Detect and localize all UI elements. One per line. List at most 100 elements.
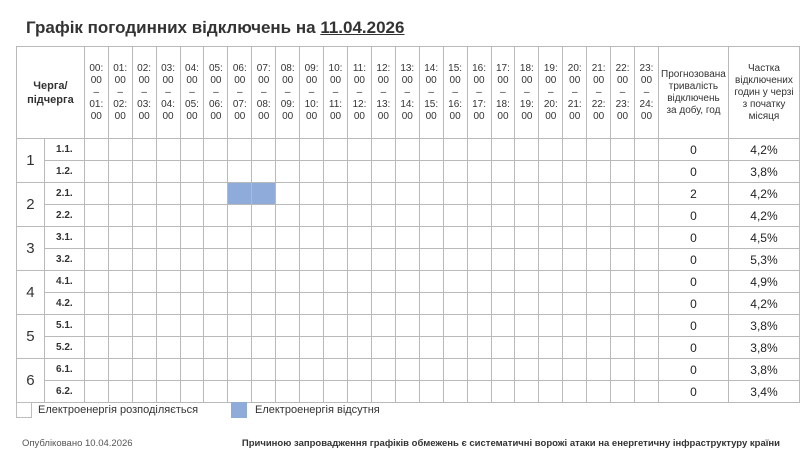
- hour-cell-power: [586, 380, 612, 403]
- hour-start: 15: 00: [448, 62, 463, 86]
- hour-cell-power: [418, 182, 444, 205]
- subqueue-label: 6.2.: [43, 380, 85, 403]
- hour-cell-power: [346, 380, 372, 403]
- hour-cell-power: [203, 248, 229, 271]
- hour-cell-power: [394, 292, 420, 315]
- hour-cell-power: [179, 292, 205, 315]
- subqueue-label: 4.1.: [43, 270, 85, 293]
- hour-cell-power: [155, 292, 181, 315]
- monthly-share: 4,2%: [727, 138, 800, 161]
- hour-cell-power: [299, 380, 325, 403]
- predicted-duration: 0: [657, 204, 729, 227]
- hour-cell-power: [586, 270, 612, 293]
- hour-cell-power: [442, 160, 468, 183]
- subqueue-label: 3.1.: [43, 226, 85, 249]
- hour-start: 07: 00: [256, 62, 271, 86]
- hour-cell-power: [83, 314, 109, 337]
- hour-header: 06: 00–07: 00: [227, 46, 253, 139]
- hour-cell-power: [634, 270, 659, 293]
- hour-end: 24: 00: [639, 98, 654, 122]
- hour-cell-power: [107, 138, 133, 161]
- hour-end: 21: 00: [567, 98, 582, 122]
- hour-end: 07: 00: [232, 98, 247, 122]
- hour-dash: –: [141, 86, 147, 98]
- monthly-share: 3,4%: [727, 380, 800, 403]
- subqueue-label: 5.2.: [43, 336, 85, 359]
- hour-header: 00: 00–01: 00: [83, 46, 109, 139]
- hour-cell-power: [394, 358, 420, 381]
- hour-cell-power: [203, 336, 229, 359]
- hour-cell-power: [586, 160, 612, 183]
- hour-cell-power: [370, 226, 396, 249]
- hour-cell-power: [107, 248, 133, 271]
- hour-cell-power: [179, 314, 205, 337]
- hour-cell-power: [227, 204, 253, 227]
- hour-header: 16: 00–17: 00: [466, 46, 492, 139]
- hour-cell-power: [83, 248, 109, 271]
- queue-label: 5: [16, 314, 45, 359]
- predicted-duration: 2: [657, 182, 729, 205]
- hour-cell-power: [299, 138, 325, 161]
- hour-end: 12: 00: [352, 98, 367, 122]
- hour-cell-power: [107, 182, 133, 205]
- hour-end: 18: 00: [496, 98, 510, 122]
- reason-note: Причиною запровадження графіків обмежень…: [241, 438, 780, 449]
- hour-dash: –: [284, 86, 291, 98]
- hour-cell-power: [179, 270, 205, 293]
- hour-dash: –: [260, 86, 267, 98]
- hour-cell-power: [107, 270, 133, 293]
- hour-cell-power: [83, 138, 109, 161]
- hour-cell-power: [610, 358, 636, 381]
- table-row: 6.2. 0 3,4%: [17, 380, 800, 403]
- hour-cell-power: [490, 358, 516, 381]
- legend-swatch-power-on: [16, 402, 32, 418]
- legend-label-power-off: Електроенергія відсутня: [255, 404, 380, 416]
- hour-cell-power: [586, 138, 612, 161]
- hour-cell-power: [227, 248, 253, 271]
- hour-cell-power: [442, 248, 468, 271]
- hour-cell-power: [634, 314, 659, 337]
- hour-cell-power: [514, 380, 540, 403]
- hour-cell-power: [514, 248, 540, 271]
- subqueue-label: 4.2.: [43, 292, 85, 315]
- hour-cell-power: [490, 226, 516, 249]
- queue-label: 4: [16, 270, 45, 315]
- hour-cell-power: [610, 380, 636, 403]
- hour-cell-power: [323, 160, 348, 183]
- hour-cell-power: [394, 248, 420, 271]
- hour-cell-power: [418, 138, 444, 161]
- hour-cell-power: [275, 292, 301, 315]
- hour-cell-power: [538, 358, 564, 381]
- subqueue-label: 2.1.: [43, 182, 85, 205]
- hour-dash: –: [548, 86, 554, 98]
- hour-cell-power: [370, 292, 396, 315]
- hour-cell-power: [562, 270, 588, 293]
- hour-cell-power: [634, 248, 659, 271]
- hour-cell-power: [346, 314, 372, 337]
- hour-start: 06: 00: [232, 62, 247, 86]
- hour-header: 14: 00–15: 00: [418, 46, 444, 139]
- hour-dash: –: [452, 86, 458, 98]
- hour-cell-power: [203, 314, 229, 337]
- table-row: 4 4.1. 0 4,9%: [16, 270, 800, 315]
- hour-cell-power: [346, 204, 372, 227]
- hour-cell-power: [442, 358, 468, 381]
- hour-cell-power: [275, 138, 301, 161]
- hour-cell-power: [490, 380, 516, 403]
- hour-cell-power: [586, 336, 612, 359]
- hour-start: 10: 00: [328, 62, 343, 86]
- subqueue-label: 2.2.: [43, 204, 85, 227]
- predicted-duration: 0: [657, 314, 729, 337]
- hour-dash: –: [500, 86, 506, 98]
- hour-cell-power: [442, 226, 468, 249]
- hour-cell-power: [586, 248, 612, 271]
- hour-cell-outage: [227, 182, 253, 205]
- hour-cell-power: [394, 336, 420, 359]
- monthly-share-header: Частка відключених годин у черзі з почат…: [727, 46, 800, 139]
- hour-header: 08: 00–09: 00: [275, 46, 301, 139]
- hour-cell-power: [323, 138, 348, 161]
- hour-cell-power: [562, 138, 588, 161]
- hour-cell-power: [131, 314, 157, 337]
- table-row: 1.2. 0 3,8%: [17, 160, 800, 183]
- hour-cell-power: [203, 204, 229, 227]
